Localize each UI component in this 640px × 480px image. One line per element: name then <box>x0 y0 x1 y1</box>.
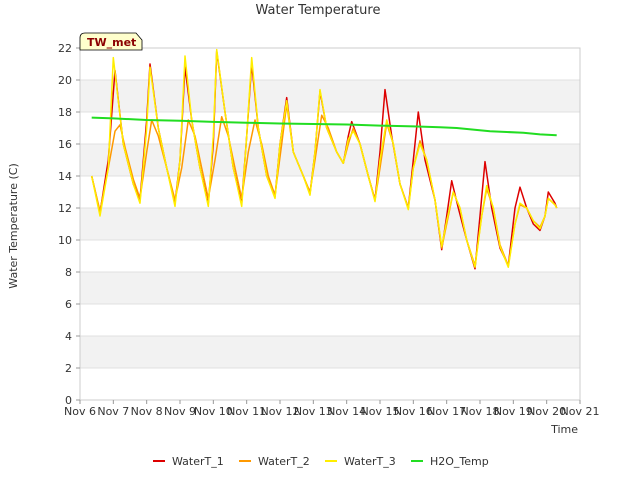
y-ticks: 0 2 4 6 8 10 12 14 16 18 20 22 <box>58 42 80 407</box>
x-tick-label: Nov 10 <box>194 405 233 418</box>
x-axis-label: Time <box>550 423 578 436</box>
site-badge-label: TW_met <box>87 36 136 49</box>
x-tick-label: Nov 14 <box>327 405 366 418</box>
x-tick-label: Nov 13 <box>294 405 333 418</box>
x-tick-label: Nov 21 <box>561 405 600 418</box>
y-tick-label: 12 <box>58 202 72 215</box>
grid-band <box>80 144 580 176</box>
series-line-watert-3 <box>90 48 558 268</box>
chart-title: Water Temperature <box>256 3 381 18</box>
grid-band <box>80 176 580 208</box>
y-tick-label: 22 <box>58 42 72 55</box>
grid-band <box>80 336 580 368</box>
x-tick-label: Nov 11 <box>227 405 266 418</box>
grid-band <box>80 112 580 144</box>
grid-band <box>80 208 580 240</box>
grid-band <box>80 304 580 336</box>
x-tick-label: Nov 19 <box>494 405 533 418</box>
x-tick-label: Nov 15 <box>361 405 400 418</box>
x-tick-label: Nov 20 <box>527 405 566 418</box>
grid-band <box>80 48 580 80</box>
x-tick-label: Nov 9 <box>164 405 196 418</box>
x-tick-label: Nov 18 <box>461 405 500 418</box>
y-tick-label: 10 <box>58 234 72 247</box>
y-tick-label: 20 <box>58 74 72 87</box>
x-tick-label: Nov 7 <box>97 405 129 418</box>
legend-label: WaterT_1 <box>172 455 224 468</box>
legend-label: H2O_Temp <box>430 455 489 468</box>
site-badge: TW_met <box>79 32 143 51</box>
x-tick-label: Nov 17 <box>427 405 466 418</box>
grid-band <box>80 272 580 304</box>
legend-label: WaterT_2 <box>258 455 310 468</box>
x-tick-label: Nov 6 <box>64 405 96 418</box>
grid-band <box>80 80 580 112</box>
legend-label: WaterT_3 <box>344 455 396 468</box>
plot-frame <box>79 47 581 401</box>
y-axis-label: Water Temperature (C) <box>7 163 20 288</box>
y-tick-label: 8 <box>65 266 72 279</box>
series-lines <box>90 48 558 270</box>
x-tick-label: Nov 12 <box>261 405 300 418</box>
site-badge-shape <box>79 32 143 51</box>
legend: WaterT_1 WaterT_2 WaterT_3 H2O_Temp <box>153 455 489 468</box>
y-tick-label: 14 <box>58 170 72 183</box>
x-tick-label: Nov 8 <box>131 405 163 418</box>
y-tick-label: 2 <box>65 362 72 375</box>
series-line-h2o-temp <box>91 116 557 137</box>
y-tick-label: 16 <box>58 138 72 151</box>
y-tick-label: 0 <box>65 394 72 407</box>
x-tick-label: Nov 16 <box>394 405 433 418</box>
y-tick-label: 4 <box>65 330 72 343</box>
y-tick-label: 18 <box>58 106 72 119</box>
y-tick-label: 6 <box>65 298 72 311</box>
grid-band <box>80 368 580 400</box>
grid-band <box>80 240 580 272</box>
